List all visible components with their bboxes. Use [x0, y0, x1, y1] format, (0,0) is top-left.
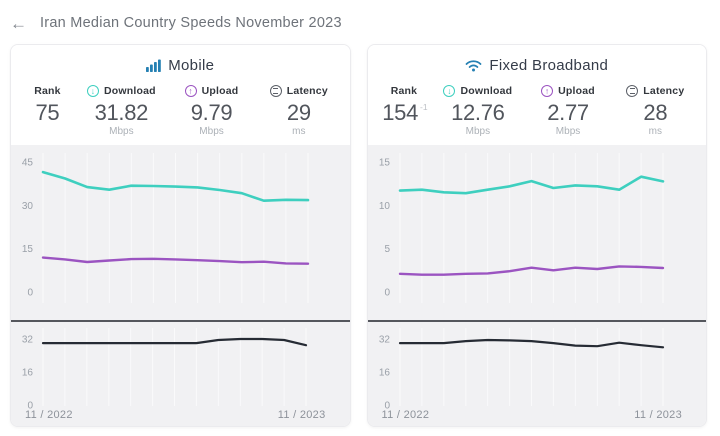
- mobile-download-value: 31.82: [94, 100, 149, 125]
- fixed-stat-latency: Latency 28 ms: [613, 85, 698, 138]
- fixed-broadband-card: Fixed Broadband Rank 154 -1 ↓ Download 12…: [366, 44, 707, 427]
- download-arrow-icon: ↓: [86, 85, 99, 97]
- svg-text:16: 16: [378, 368, 390, 379]
- svg-text:5: 5: [384, 244, 390, 255]
- svg-text:0: 0: [384, 288, 390, 299]
- fixed-stat-download: ↓ Download 12.76 Mbps: [432, 85, 523, 138]
- svg-text:32: 32: [22, 335, 34, 346]
- chart-svg: 15 10 5 0: [378, 153, 664, 303]
- chart-svg: 32 16 0: [378, 328, 664, 412]
- mobile-latency-chart[interactable]: 32 16 0 11 / 2022 11 / 2023: [11, 320, 350, 426]
- cards-container: Mobile Rank 75 ↓ Download 31.82 Mbps: [0, 44, 720, 427]
- svg-text:10: 10: [378, 201, 390, 212]
- mobile-stat-latency: Latency 29 ms: [256, 85, 341, 138]
- svg-text:30: 30: [22, 201, 34, 212]
- mobile-stat-download: ↓ Download 31.82 Mbps: [76, 85, 167, 138]
- page-header: ← Iran Median Country Speeds November 20…: [0, 0, 720, 44]
- fixed-rank-value: 154 -1: [382, 100, 428, 125]
- upload-arrow-icon: ↑: [184, 85, 197, 97]
- svg-text:15: 15: [378, 158, 390, 169]
- svg-text:0: 0: [384, 401, 390, 412]
- wifi-icon: [465, 59, 482, 72]
- fixed-rank-label: Rank: [390, 85, 418, 97]
- svg-text:0: 0: [27, 288, 33, 299]
- fixed-latency-label: Latency: [643, 85, 685, 97]
- fixed-latency-chart-canvas[interactable]: 32 16 0: [368, 322, 707, 426]
- mobile-upload-label: Upload: [201, 85, 239, 97]
- back-button[interactable]: ←: [10, 13, 27, 33]
- latency-icon: [269, 85, 282, 97]
- fixed-download-value: 12.76: [451, 100, 505, 125]
- fixed-card-head: Fixed Broadband Rank 154 -1 ↓ Download 12…: [367, 45, 707, 145]
- mobile-latency-chart-canvas[interactable]: 32 16 0: [11, 322, 350, 426]
- svg-text:45: 45: [22, 158, 34, 169]
- fixed-stat-rank: Rank 154 -1: [376, 85, 433, 138]
- fixed-speed-chart-canvas[interactable]: 15 10 5 0: [368, 145, 707, 320]
- mobile-stat-rank: Rank 75: [19, 85, 76, 138]
- mobile-signal-bars-icon: [146, 59, 162, 72]
- mobile-card-title-label: Mobile: [168, 57, 215, 74]
- mobile-stat-upload: ↑ Upload 9.79 Mbps: [167, 85, 256, 138]
- svg-text:16: 16: [22, 368, 34, 379]
- svg-text:32: 32: [378, 335, 390, 346]
- mobile-card-title: Mobile: [11, 57, 350, 74]
- fixed-stat-upload: ↑ Upload 2.77 Mbps: [523, 85, 612, 138]
- mobile-rank-unit: [19, 126, 76, 138]
- mobile-download-label: Download: [103, 85, 156, 97]
- mobile-card: Mobile Rank 75 ↓ Download 31.82 Mbps: [10, 44, 351, 427]
- fixed-upload-value: 2.77: [547, 100, 589, 125]
- fixed-latency-value: 28: [643, 100, 668, 125]
- mobile-stats-row: Rank 75 ↓ Download 31.82 Mbps ↑ Upload: [11, 74, 350, 138]
- chart-svg: 32 16 0: [22, 328, 308, 412]
- fixed-latency-chart[interactable]: 32 16 0 11 / 2022 11 / 2023: [367, 320, 707, 426]
- chart-svg: 45 30 15 0: [22, 153, 310, 303]
- page-title: Iran Median Country Speeds November 2023: [40, 15, 342, 31]
- mobile-speed-chart-canvas[interactable]: 45 30 15 0: [11, 145, 350, 320]
- fixed-card-title: Fixed Broadband: [368, 57, 707, 74]
- fixed-download-unit: Mbps: [465, 126, 491, 138]
- fixed-upload-unit: Mbps: [555, 126, 581, 138]
- mobile-rank-value: 75: [35, 100, 60, 125]
- fixed-download-label: Download: [460, 85, 513, 97]
- mobile-latency-unit: ms: [292, 126, 306, 138]
- fixed-stats-row: Rank 154 -1 ↓ Download 12.76 Mbps ↑ Uploa…: [368, 74, 707, 138]
- svg-text:0: 0: [27, 401, 33, 412]
- svg-text:15: 15: [22, 244, 34, 255]
- fixed-upload-label: Upload: [558, 85, 595, 97]
- fixed-rank-unit: [376, 126, 433, 138]
- mobile-rank-label: Rank: [34, 85, 61, 97]
- mobile-upload-unit: Mbps: [199, 126, 224, 138]
- fixed-speed-chart[interactable]: 15 10 5 0: [367, 145, 707, 320]
- fixed-rank-change: -1: [420, 101, 428, 112]
- fixed-latency-unit: ms: [648, 126, 663, 138]
- fixed-card-title-label: Fixed Broadband: [489, 57, 609, 74]
- download-arrow-icon: ↓: [443, 85, 456, 97]
- mobile-download-unit: Mbps: [109, 126, 134, 138]
- upload-arrow-icon: ↑: [541, 85, 554, 97]
- mobile-speed-chart[interactable]: 45 30 15 0: [11, 145, 350, 320]
- latency-icon: [626, 85, 639, 97]
- mobile-upload-value: 9.79: [190, 100, 233, 125]
- mobile-latency-label: Latency: [286, 85, 328, 97]
- mobile-card-head: Mobile Rank 75 ↓ Download 31.82 Mbps: [11, 45, 350, 145]
- mobile-latency-value: 29: [286, 100, 311, 125]
